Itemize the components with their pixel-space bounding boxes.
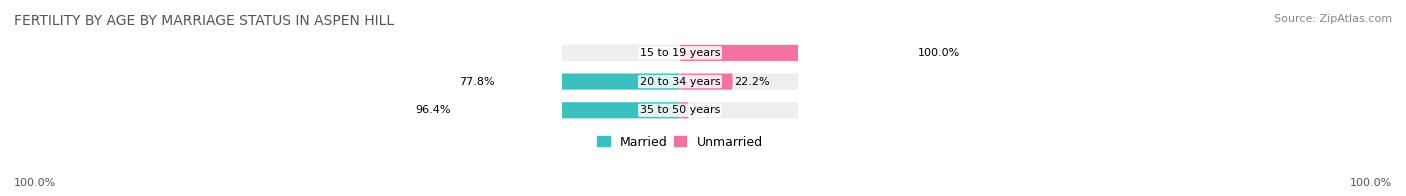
FancyBboxPatch shape	[681, 45, 917, 61]
FancyBboxPatch shape	[561, 102, 799, 118]
FancyBboxPatch shape	[561, 45, 799, 61]
Text: Source: ZipAtlas.com: Source: ZipAtlas.com	[1274, 14, 1392, 24]
Text: 96.4%: 96.4%	[415, 105, 450, 115]
Text: 15 to 19 years: 15 to 19 years	[640, 48, 720, 58]
FancyBboxPatch shape	[681, 102, 689, 118]
Legend: Married, Unmarried: Married, Unmarried	[598, 135, 762, 149]
Text: 77.8%: 77.8%	[458, 77, 495, 87]
Text: 20 to 34 years: 20 to 34 years	[640, 77, 720, 87]
FancyBboxPatch shape	[451, 102, 681, 118]
Text: FERTILITY BY AGE BY MARRIAGE STATUS IN ASPEN HILL: FERTILITY BY AGE BY MARRIAGE STATUS IN A…	[14, 14, 394, 28]
Text: 3.6%: 3.6%	[690, 105, 718, 115]
FancyBboxPatch shape	[561, 73, 799, 90]
Text: 100.0%: 100.0%	[1350, 178, 1392, 188]
Text: 22.2%: 22.2%	[734, 77, 769, 87]
Text: 35 to 50 years: 35 to 50 years	[640, 105, 720, 115]
FancyBboxPatch shape	[496, 74, 681, 90]
FancyBboxPatch shape	[681, 74, 733, 90]
Text: 100.0%: 100.0%	[918, 48, 960, 58]
Text: 100.0%: 100.0%	[14, 178, 56, 188]
